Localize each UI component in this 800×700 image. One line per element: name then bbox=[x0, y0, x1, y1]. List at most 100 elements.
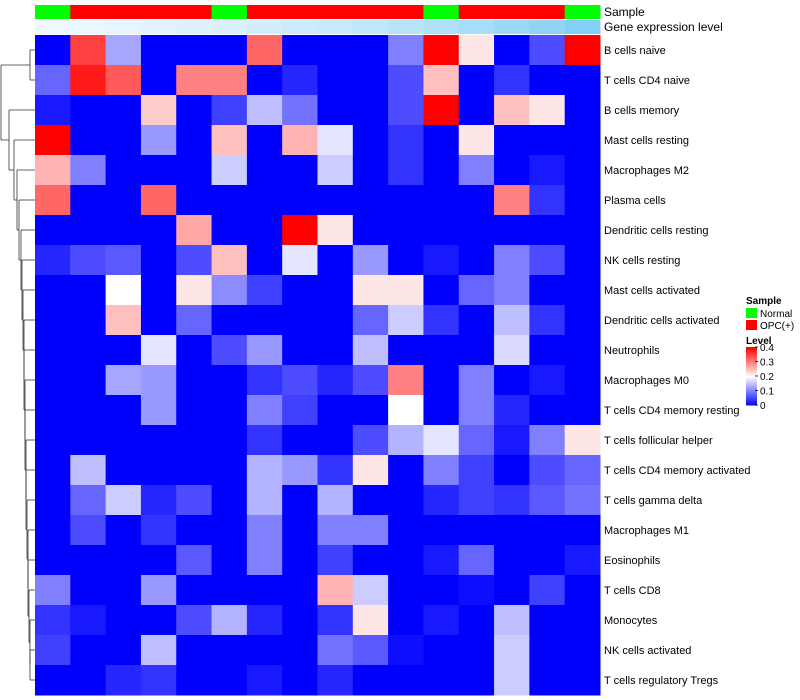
heatmap-cell bbox=[317, 365, 354, 396]
heatmap-cell bbox=[211, 455, 248, 486]
heatmap-cell bbox=[458, 485, 495, 516]
level-colorbar-segment bbox=[746, 364, 757, 367]
sample-annotation-cell bbox=[140, 5, 177, 19]
heatmap-cell bbox=[176, 515, 213, 546]
heatmap-cell bbox=[388, 245, 424, 276]
level-colorbar-segment bbox=[746, 354, 757, 357]
heatmap-cell bbox=[564, 65, 601, 96]
heatmap-cell bbox=[282, 395, 318, 426]
heatmap-cell bbox=[35, 365, 71, 396]
heatmap-cell bbox=[35, 305, 71, 336]
heatmap-cell bbox=[211, 215, 248, 246]
heatmap-cell bbox=[282, 245, 318, 276]
heatmap-cell bbox=[564, 275, 601, 306]
heatmap-cell bbox=[246, 245, 283, 276]
level-colorbar-segment bbox=[746, 378, 757, 381]
heatmap-cell bbox=[140, 485, 177, 516]
sample-annotation-cell bbox=[388, 5, 424, 19]
heatmap-cell bbox=[105, 185, 142, 216]
heatmap-cell bbox=[352, 515, 389, 546]
level-colorbar-segment bbox=[746, 400, 757, 403]
heatmap-cell bbox=[282, 545, 318, 576]
heatmap-cell bbox=[352, 65, 389, 96]
heatmap-cell bbox=[352, 215, 389, 246]
level-colorbar-segment bbox=[746, 367, 757, 370]
heatmap-cell bbox=[317, 275, 354, 306]
heatmap-cell bbox=[282, 275, 318, 306]
heatmap-cell bbox=[388, 65, 424, 96]
heatmap-cell bbox=[317, 155, 354, 186]
heatmap-cell bbox=[458, 35, 495, 66]
row-label: Mast cells resting bbox=[604, 135, 689, 147]
heatmap-cell bbox=[70, 605, 107, 636]
heatmap-cell bbox=[70, 515, 107, 546]
heatmap-cell bbox=[140, 155, 177, 186]
heatmap-cell bbox=[176, 575, 213, 606]
heatmap-cell bbox=[317, 575, 354, 606]
heatmap-cell bbox=[564, 455, 601, 486]
heatmap-cell bbox=[423, 485, 460, 516]
sample-annotation-cell bbox=[211, 5, 248, 19]
sample-annotation-cell bbox=[282, 5, 318, 19]
row-label: NK cells resting bbox=[604, 255, 680, 267]
heatmap-cell bbox=[70, 65, 107, 96]
heatmap-cell bbox=[458, 275, 495, 306]
heatmap-cell bbox=[246, 485, 283, 516]
heatmap-cell bbox=[494, 365, 530, 396]
heatmap-cell bbox=[317, 95, 354, 126]
row-label: T cells regulatory Tregs bbox=[604, 675, 719, 687]
heatmap-cell bbox=[564, 185, 601, 216]
heatmap-cell bbox=[494, 395, 530, 426]
heatmap-cell bbox=[140, 335, 177, 366]
heatmap-cell bbox=[317, 215, 354, 246]
heatmap-cell bbox=[458, 665, 495, 696]
heatmap-cell bbox=[458, 515, 495, 546]
heatmap-cell bbox=[246, 635, 283, 666]
row-label: T cells CD4 naive bbox=[604, 75, 690, 87]
heatmap-cell bbox=[388, 335, 424, 366]
heatmap-cell bbox=[211, 635, 248, 666]
heatmap-cell bbox=[458, 65, 495, 96]
level-colorbar-segment bbox=[746, 390, 757, 393]
heatmap-cell bbox=[529, 125, 566, 156]
heatmap-cell bbox=[317, 485, 354, 516]
heatmap-cell bbox=[494, 305, 530, 336]
level-colorbar-segment bbox=[746, 380, 757, 383]
heatmap-cell bbox=[564, 305, 601, 336]
heatmap-cell bbox=[352, 455, 389, 486]
heatmap-cell bbox=[388, 485, 424, 516]
heatmap-cell bbox=[35, 635, 71, 666]
heatmap-cell bbox=[352, 35, 389, 66]
row-label: Eosinophils bbox=[604, 555, 661, 567]
heatmap-cell bbox=[35, 605, 71, 636]
heatmap-cell bbox=[458, 545, 495, 576]
heatmap-cell bbox=[246, 545, 283, 576]
heatmap-cell bbox=[176, 485, 213, 516]
heatmap-cell bbox=[494, 665, 530, 696]
level-colorbar-segment bbox=[746, 374, 757, 377]
heatmap-cell bbox=[352, 125, 389, 156]
heatmap-cell bbox=[423, 215, 460, 246]
row-label: Mast cells activated bbox=[604, 285, 700, 297]
heatmap-cell bbox=[529, 245, 566, 276]
level-colorbar-segment bbox=[746, 349, 757, 352]
heatmap-cell bbox=[70, 155, 107, 186]
heatmap-cell bbox=[211, 305, 248, 336]
expression-annotation-cell bbox=[211, 20, 248, 34]
level-colorbar-segment bbox=[746, 357, 757, 360]
heatmap-cell bbox=[423, 545, 460, 576]
heatmap-cell bbox=[211, 365, 248, 396]
heatmap-cell bbox=[176, 245, 213, 276]
expression-annotation-cell bbox=[352, 20, 389, 34]
level-colorbar-segment bbox=[746, 384, 757, 387]
sample-annotation-cell bbox=[458, 5, 495, 19]
heatmap-cell bbox=[529, 215, 566, 246]
heatmap-cell bbox=[458, 155, 495, 186]
heatmap-cell bbox=[211, 605, 248, 636]
heatmap-cell bbox=[352, 365, 389, 396]
heatmap-cell bbox=[564, 35, 601, 66]
heatmap-cell bbox=[388, 155, 424, 186]
heatmap-cell bbox=[529, 455, 566, 486]
heatmap-cell bbox=[105, 95, 142, 126]
